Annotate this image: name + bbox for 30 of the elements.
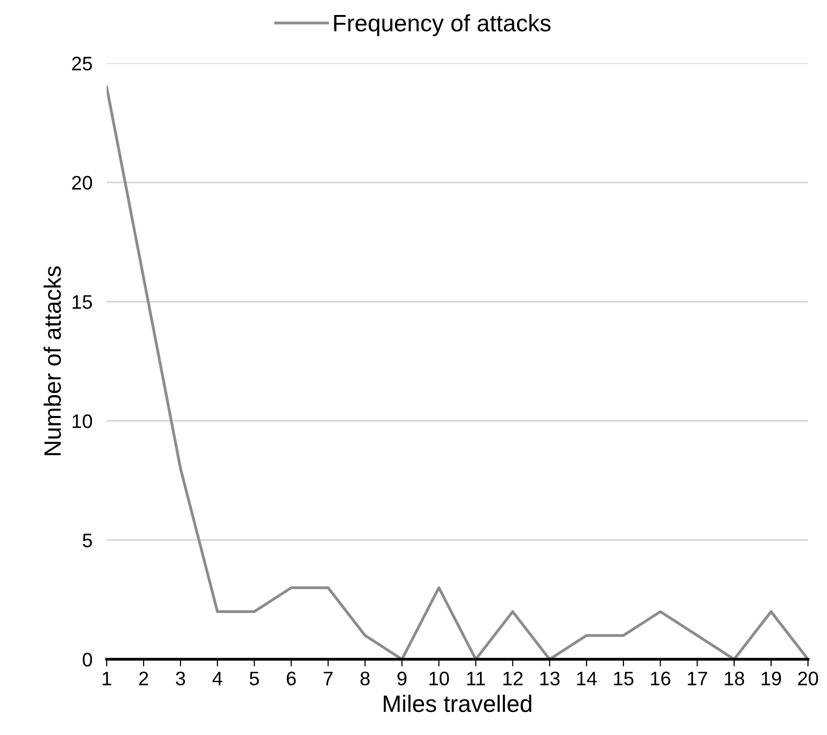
x-tick-label: 15	[614, 672, 634, 686]
x-tick-label: 10	[430, 672, 449, 686]
x-tick-label: 14	[577, 672, 597, 686]
x-axis-title: Miles travelled	[384, 694, 532, 712]
x-tick-label: 18	[724, 672, 744, 686]
x-tick-label: 6	[286, 672, 296, 686]
x-tick-label: 17	[688, 672, 708, 686]
line-series	[106, 86, 808, 660]
y-tick-label: 5	[82, 534, 92, 548]
x-tick-label: 3	[176, 672, 186, 686]
x-tick-label: 12	[503, 672, 523, 686]
y-tick-label: 15	[72, 295, 92, 309]
y-axis-title: Number of attacks	[44, 266, 61, 456]
y-tick-label: 20	[72, 176, 92, 190]
y-tick-label: 10	[72, 414, 92, 428]
x-tick-label: 11	[467, 672, 485, 686]
x-tick-label: 5	[250, 672, 259, 686]
x-tick-label: 7	[324, 672, 333, 686]
y-tick-label: 25	[72, 56, 92, 70]
x-tick-label: 19	[762, 672, 781, 686]
x-tick-label: 1	[102, 672, 112, 686]
x-tick-label: 8	[360, 672, 370, 686]
x-tick-label: 4	[212, 672, 222, 686]
x-tick-label: 9	[397, 672, 406, 686]
x-tick-label: 13	[540, 672, 560, 686]
x-tick-label: 16	[651, 672, 670, 686]
x-tick-label: 20	[798, 672, 818, 686]
y-tick-label: 0	[82, 652, 92, 667]
legend-label: Frequency of attacks	[334, 14, 551, 36]
x-tick-label: 2	[139, 672, 148, 686]
